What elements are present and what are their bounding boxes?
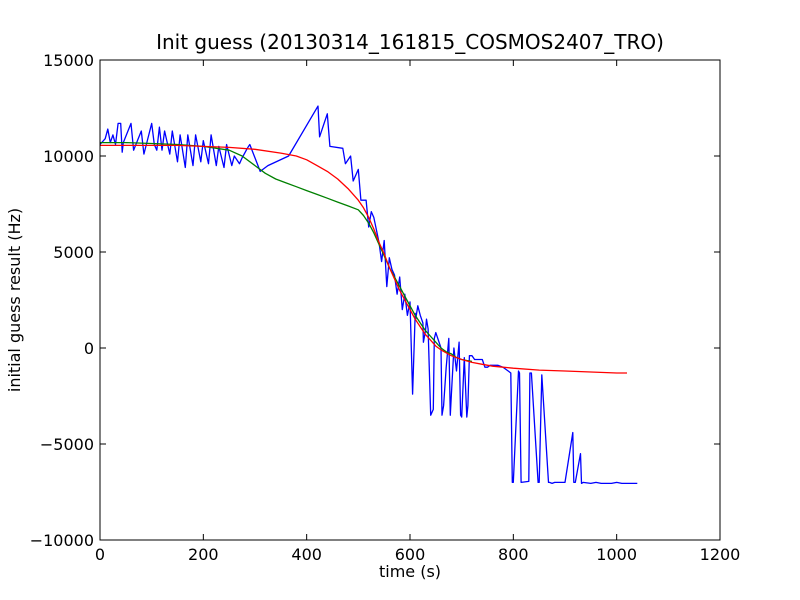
x-tick-label: 800 (498, 545, 529, 564)
y-tick-labels: −10000 −5000 0 5000 10000 15000 (30, 51, 94, 550)
y-axis-label: initial guess result (Hz) (5, 208, 24, 392)
y-tick-label: 5000 (53, 243, 94, 262)
x-tick-label: 0 (95, 545, 105, 564)
chart-title: Init guess (20130314_161815_COSMOS2407_T… (156, 30, 664, 54)
y-tick-label: 10000 (43, 147, 94, 166)
x-tick-label: 400 (291, 545, 322, 564)
x-tick-label: 600 (395, 545, 426, 564)
y-tick-label: 0 (84, 339, 94, 358)
y-tick-label: 15000 (43, 51, 94, 70)
x-tick-label: 200 (188, 545, 219, 564)
x-tick-label: 1200 (700, 545, 741, 564)
series-layer (99, 105, 638, 485)
x-tick-labels: 0 200 400 600 800 1000 1200 (95, 545, 740, 564)
x-axis-label: time (s) (379, 562, 441, 581)
x-tick-label: 1000 (596, 545, 637, 564)
plot-frame (99, 59, 721, 541)
y-tick-label: −10000 (30, 531, 94, 550)
plot-area (100, 60, 720, 540)
series-line-green (100, 141, 473, 363)
series-line-red (100, 144, 627, 374)
y-tick-label: −5000 (40, 435, 94, 454)
